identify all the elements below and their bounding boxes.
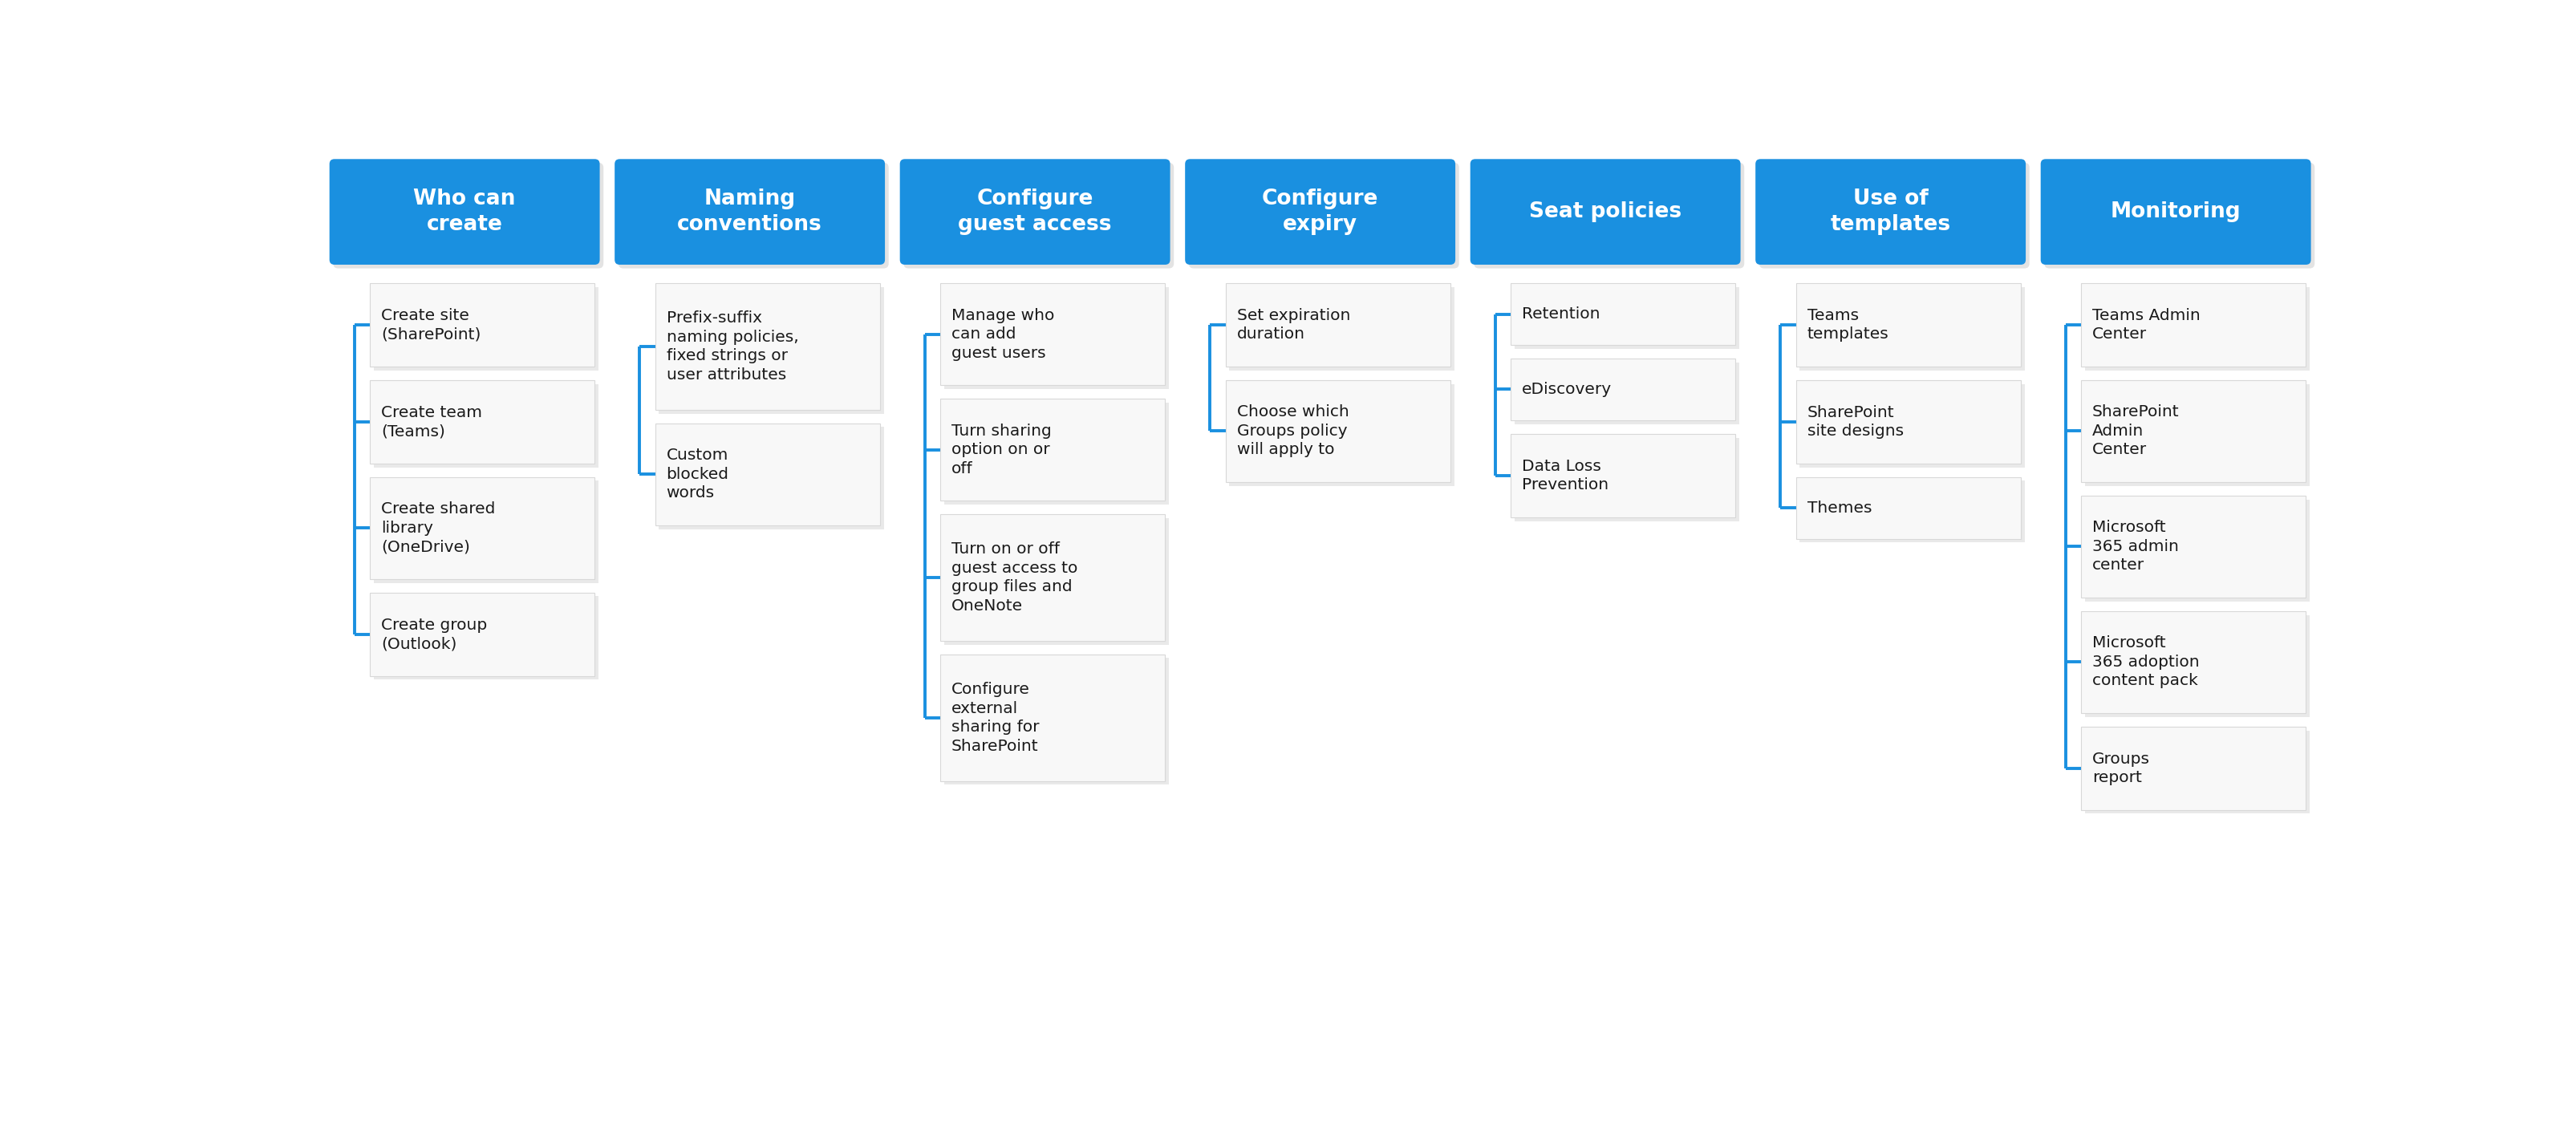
FancyBboxPatch shape	[1795, 380, 2020, 463]
FancyBboxPatch shape	[1510, 359, 1736, 420]
FancyBboxPatch shape	[1795, 477, 2020, 539]
Text: Themes: Themes	[1808, 501, 1873, 515]
FancyBboxPatch shape	[2084, 287, 2311, 370]
Text: Prefix-suffix
naming policies,
fixed strings or
user attributes: Prefix-suffix naming policies, fixed str…	[667, 311, 799, 382]
FancyBboxPatch shape	[330, 159, 600, 264]
FancyBboxPatch shape	[1801, 481, 2025, 543]
FancyBboxPatch shape	[2084, 499, 2311, 602]
FancyBboxPatch shape	[1515, 287, 1739, 348]
FancyBboxPatch shape	[371, 380, 595, 463]
Text: Monitoring: Monitoring	[2110, 201, 2241, 222]
FancyBboxPatch shape	[2084, 384, 2311, 486]
FancyBboxPatch shape	[374, 384, 598, 468]
FancyBboxPatch shape	[374, 481, 598, 582]
FancyBboxPatch shape	[2084, 730, 2311, 814]
FancyBboxPatch shape	[940, 655, 1164, 781]
FancyBboxPatch shape	[371, 477, 595, 579]
FancyBboxPatch shape	[2081, 284, 2306, 367]
FancyBboxPatch shape	[899, 159, 1170, 264]
FancyBboxPatch shape	[1471, 159, 1741, 264]
FancyBboxPatch shape	[943, 287, 1170, 389]
Text: Create group
(Outlook): Create group (Outlook)	[381, 617, 487, 651]
FancyBboxPatch shape	[332, 162, 603, 268]
FancyBboxPatch shape	[1795, 284, 2020, 367]
FancyBboxPatch shape	[659, 427, 884, 529]
FancyBboxPatch shape	[618, 162, 889, 268]
FancyBboxPatch shape	[2045, 162, 2316, 268]
Text: Custom
blocked
words: Custom blocked words	[667, 448, 729, 501]
FancyBboxPatch shape	[940, 398, 1164, 501]
Text: Groups
report: Groups report	[2092, 751, 2151, 785]
FancyBboxPatch shape	[654, 423, 881, 526]
Text: Create shared
library
(OneDrive): Create shared library (OneDrive)	[381, 502, 495, 555]
Text: Microsoft
365 adoption
content pack: Microsoft 365 adoption content pack	[2092, 636, 2200, 689]
FancyBboxPatch shape	[940, 514, 1164, 641]
Text: SharePoint
Admin
Center: SharePoint Admin Center	[2092, 405, 2179, 457]
Text: Use of
templates: Use of templates	[1832, 188, 1950, 235]
Text: Create team
(Teams): Create team (Teams)	[381, 405, 482, 439]
FancyBboxPatch shape	[1801, 384, 2025, 468]
FancyBboxPatch shape	[1754, 159, 2025, 264]
Text: Data Loss
Prevention: Data Loss Prevention	[1522, 459, 1607, 493]
Text: Retention: Retention	[1522, 306, 1600, 321]
FancyBboxPatch shape	[1185, 159, 1455, 264]
Text: Teams
templates: Teams templates	[1808, 308, 1888, 342]
Text: Seat policies: Seat policies	[1530, 201, 1682, 222]
FancyBboxPatch shape	[1226, 380, 1450, 482]
FancyBboxPatch shape	[904, 162, 1175, 268]
FancyBboxPatch shape	[1759, 162, 2030, 268]
FancyBboxPatch shape	[1510, 434, 1736, 518]
FancyBboxPatch shape	[1473, 162, 1744, 268]
Text: Create site
(SharePoint): Create site (SharePoint)	[381, 308, 482, 342]
Text: Naming
conventions: Naming conventions	[677, 188, 822, 235]
FancyBboxPatch shape	[943, 403, 1170, 504]
Text: Set expiration
duration: Set expiration duration	[1236, 308, 1350, 342]
FancyBboxPatch shape	[2081, 726, 2306, 810]
FancyBboxPatch shape	[371, 284, 595, 367]
FancyBboxPatch shape	[1188, 162, 1458, 268]
Text: Choose which
Groups policy
will apply to: Choose which Groups policy will apply to	[1236, 405, 1350, 457]
FancyBboxPatch shape	[2084, 615, 2311, 717]
FancyBboxPatch shape	[654, 284, 881, 410]
FancyBboxPatch shape	[2081, 611, 2306, 713]
FancyBboxPatch shape	[943, 658, 1170, 784]
Text: Who can
create: Who can create	[415, 188, 515, 235]
FancyBboxPatch shape	[1515, 362, 1739, 424]
FancyBboxPatch shape	[374, 596, 598, 680]
FancyBboxPatch shape	[371, 592, 595, 676]
FancyBboxPatch shape	[2081, 496, 2306, 597]
Text: Manage who
can add
guest users: Manage who can add guest users	[951, 308, 1054, 361]
FancyBboxPatch shape	[940, 284, 1164, 385]
Text: Configure
guest access: Configure guest access	[958, 188, 1113, 235]
FancyBboxPatch shape	[943, 518, 1170, 645]
Text: SharePoint
site designs: SharePoint site designs	[1808, 405, 1904, 439]
Text: eDiscovery: eDiscovery	[1522, 381, 1613, 397]
FancyBboxPatch shape	[1801, 287, 2025, 370]
FancyBboxPatch shape	[1229, 384, 1453, 486]
Text: Turn sharing
option on or
off: Turn sharing option on or off	[951, 423, 1051, 476]
FancyBboxPatch shape	[374, 287, 598, 370]
FancyBboxPatch shape	[2081, 380, 2306, 482]
FancyBboxPatch shape	[659, 287, 884, 413]
Text: Configure
expiry: Configure expiry	[1262, 188, 1378, 235]
FancyBboxPatch shape	[1515, 438, 1739, 521]
FancyBboxPatch shape	[2040, 159, 2311, 264]
FancyBboxPatch shape	[1510, 284, 1736, 345]
Text: Configure
external
sharing for
SharePoint: Configure external sharing for SharePoin…	[951, 682, 1038, 754]
FancyBboxPatch shape	[1226, 284, 1450, 367]
Text: Turn on or off
guest access to
group files and
OneNote: Turn on or off guest access to group fil…	[951, 541, 1077, 613]
Text: Microsoft
365 admin
center: Microsoft 365 admin center	[2092, 520, 2179, 573]
FancyBboxPatch shape	[1229, 287, 1453, 370]
Text: Teams Admin
Center: Teams Admin Center	[2092, 308, 2200, 342]
FancyBboxPatch shape	[616, 159, 886, 264]
